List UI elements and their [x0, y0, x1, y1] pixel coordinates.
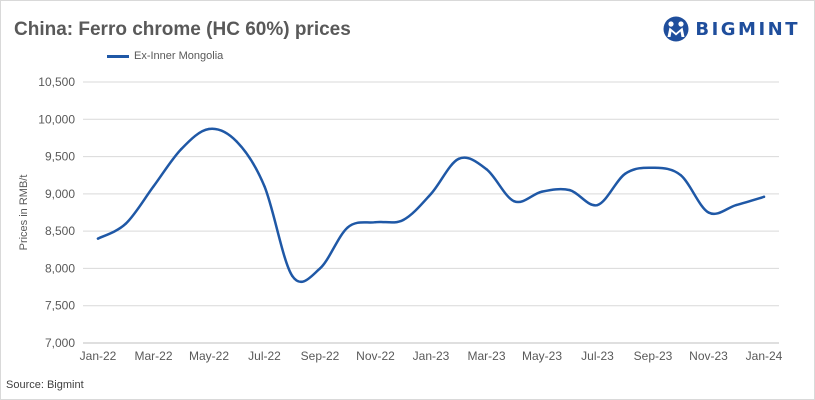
x-tick-label: Jan-23	[413, 349, 450, 363]
x-tick-label: Mar-23	[467, 349, 505, 363]
brand-name: BIGMINT	[695, 18, 800, 40]
brand-logo: BIGMINT	[663, 16, 800, 42]
x-tick-label: May-23	[522, 349, 562, 363]
data-point	[540, 190, 544, 193]
x-tick-label: Jul-22	[248, 349, 281, 363]
series-line-ex-inner-mongolia	[96, 127, 766, 283]
chart-title: China: Ferro chrome (HC 60%) prices	[14, 19, 351, 40]
data-point	[346, 226, 349, 229]
data-point	[96, 237, 100, 240]
y-tick-label: 8,000	[45, 261, 75, 275]
y-tick-label: 7,000	[45, 336, 75, 350]
data-point	[735, 203, 738, 207]
x-tick-label: Sep-23	[634, 349, 673, 363]
data-point	[679, 174, 682, 177]
data-point	[429, 192, 433, 196]
data-point	[207, 127, 211, 131]
data-point	[457, 157, 460, 161]
data-point	[374, 220, 377, 224]
y-tick-label: 9,500	[45, 150, 75, 164]
data-point	[513, 200, 516, 203]
x-tick-label: Nov-23	[689, 349, 728, 363]
y-tick-label: 7,500	[45, 299, 75, 313]
y-tick-label: 10,000	[38, 112, 75, 126]
x-tick-label: Jan-22	[80, 349, 117, 363]
x-tick-label: Mar-22	[134, 349, 172, 363]
data-point	[762, 195, 766, 199]
chart-legend: Ex-Inner Mongolia	[107, 50, 223, 62]
legend-swatch	[107, 54, 129, 58]
x-tick-label: Jan-24	[746, 349, 783, 363]
data-point	[485, 168, 488, 171]
data-point	[124, 222, 127, 225]
x-tick-label: Sep-22	[301, 349, 340, 363]
data-point	[152, 185, 155, 188]
data-point	[651, 166, 655, 169]
data-point	[707, 211, 710, 214]
data-point	[291, 274, 294, 278]
data-point	[180, 147, 183, 151]
x-tick-label: May-22	[189, 349, 229, 363]
data-point	[568, 188, 571, 192]
y-axis-label: Prices in RMB/t	[18, 175, 30, 251]
data-point	[235, 140, 238, 143]
y-tick-label: 10,500	[38, 75, 75, 89]
source-note: Source: Bigmint	[6, 379, 84, 391]
data-point	[402, 218, 405, 222]
data-point	[263, 185, 266, 188]
x-tick-label: Jul-23	[581, 349, 614, 363]
bigmint-logo-icon	[663, 16, 689, 42]
data-point	[624, 172, 627, 175]
x-tick-label: Nov-22	[356, 349, 395, 363]
legend-label: Ex-Inner Mongolia	[134, 50, 224, 62]
data-point	[318, 267, 322, 270]
data-point	[596, 203, 599, 207]
y-tick-label: 8,500	[45, 224, 75, 238]
y-tick-label: 9,000	[45, 187, 75, 201]
